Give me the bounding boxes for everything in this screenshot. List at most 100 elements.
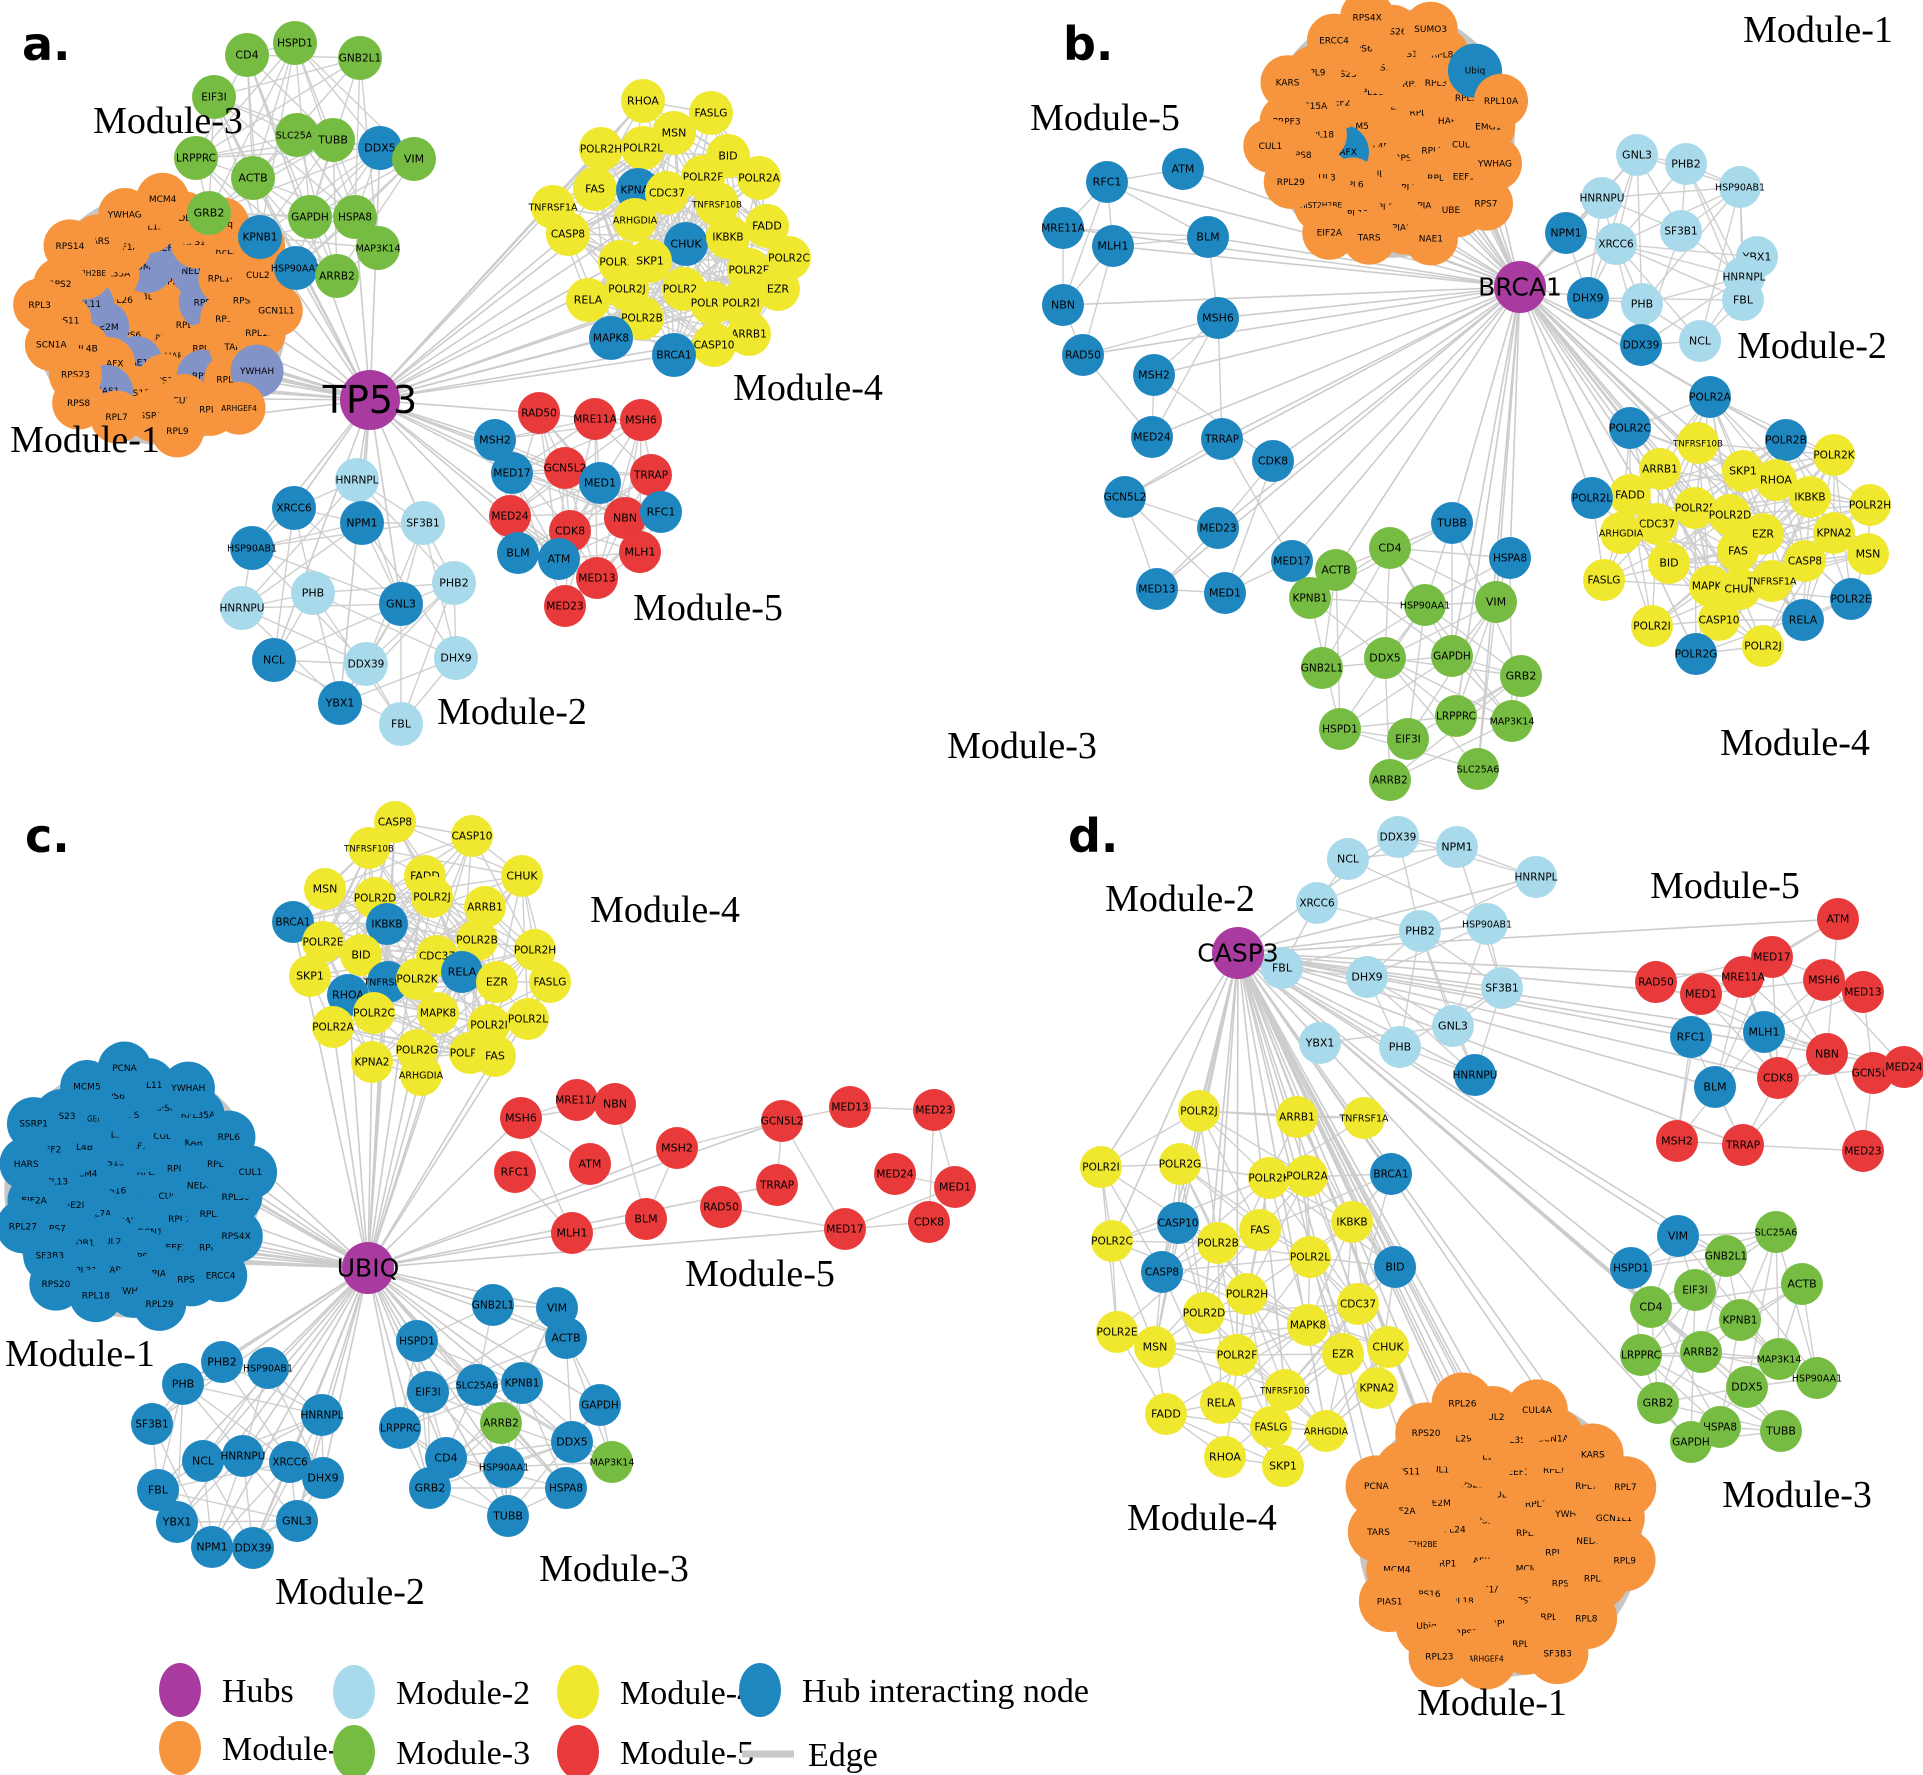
gene-node: DHX9 [1567, 277, 1609, 319]
svg-text:RPL14: RPL14 [1540, 1613, 1568, 1623]
gene-node: BLM [625, 1198, 667, 1240]
hub-edge [1112, 245, 1521, 288]
svg-text:KPNB1: KPNB1 [1723, 1315, 1758, 1327]
gene-node: ACTB [231, 156, 275, 200]
svg-text:CDK8: CDK8 [914, 1216, 944, 1229]
gene-node: MSH6 [500, 1097, 542, 1139]
svg-text:ARHGDIA: ARHGDIA [1599, 529, 1644, 540]
svg-text:HNRNPU: HNRNPU [221, 1451, 266, 1463]
svg-text:CASP8: CASP8 [1788, 556, 1822, 568]
svg-text:POLR2A: POLR2A [1286, 1171, 1328, 1183]
svg-text:MCM4: MCM4 [1383, 1566, 1411, 1576]
dense-module-cluster: UbiqRPS16RPL24NAE1RPS13CUL5RPL7AEEF1A2GC… [0, 1041, 278, 1331]
svg-text:DDX39: DDX39 [235, 1543, 272, 1555]
hub-edge [1237, 918, 1839, 954]
svg-text:Ubiq: Ubiq [1465, 67, 1486, 77]
svg-text:ARRB2: ARRB2 [1683, 1347, 1719, 1359]
gene-node: EZR [1322, 1333, 1364, 1375]
svg-text:GNB2L1: GNB2L1 [1301, 663, 1343, 675]
edge [312, 582, 455, 594]
svg-text:SCN1A: SCN1A [36, 341, 67, 351]
gene-node: FBL [137, 1469, 179, 1511]
svg-text:MED17: MED17 [493, 468, 530, 480]
svg-text:MSH2: MSH2 [479, 434, 511, 447]
gene-node: NBN [594, 1083, 636, 1125]
svg-text:HSP90AB1: HSP90AB1 [1715, 183, 1765, 194]
svg-text:HNRNPU: HNRNPU [1453, 1070, 1498, 1082]
edge [246, 54, 261, 238]
svg-text:RPL30: RPL30 [1545, 1548, 1573, 1558]
gene-node: MED23 [1842, 1130, 1884, 1172]
gene-node: POLR2F [1216, 1334, 1258, 1376]
svg-text:EZR: EZR [767, 283, 789, 296]
hub-edge [1519, 286, 1593, 499]
gene-node: CDC37 [1337, 1283, 1379, 1325]
gene-node: SKP1 [1262, 1445, 1304, 1487]
svg-text:SF3B1: SF3B1 [1664, 226, 1697, 238]
svg-text:RPL8: RPL8 [199, 405, 222, 415]
svg-text:KARS: KARS [185, 1139, 209, 1149]
gene-node: KPNB1 [501, 1362, 543, 1404]
gene-node: MAPK8 [1287, 1304, 1329, 1346]
svg-text:RPL35A: RPL35A [96, 270, 131, 280]
svg-text:MED1: MED1 [1209, 587, 1241, 600]
module-cluster-module-2: DDX39 NPM1 NCL HNRNPL XRCC6 PHB2 HSP90AB1 FBL DH… [1261, 816, 1558, 1096]
svg-text:RPL13: RPL13 [1543, 1466, 1571, 1476]
edge [400, 582, 455, 725]
svg-text:RPL21: RPL21 [215, 247, 243, 257]
svg-text:RPS8: RPS8 [152, 1104, 175, 1114]
module-cluster-module-5: ATM MED17 RAD50 MRE11A MSH6 MED13 MED1 RFC1 MLH1… [1635, 898, 1923, 1172]
svg-text:RPL21: RPL21 [1512, 1640, 1540, 1650]
svg-text:RPS3: RPS3 [122, 1111, 145, 1121]
svg-text:RPS8: RPS8 [1289, 151, 1312, 161]
svg-text:BID: BID [351, 949, 370, 962]
svg-text:ARHGDIA: ARHGDIA [613, 216, 658, 227]
gene-node: DHX9 [434, 636, 478, 680]
svg-text:NEDD8: NEDD8 [1576, 1537, 1608, 1547]
hub-edge [1237, 952, 1744, 1146]
gene-node: MRE11A [573, 398, 618, 440]
svg-text:POLR2B: POLR2B [456, 935, 498, 947]
svg-text:GRB2: GRB2 [1643, 1397, 1674, 1410]
edge [1062, 227, 1209, 238]
svg-text:TARS: TARS [223, 343, 247, 353]
svg-text:RPS15A: RPS15A [1292, 102, 1328, 112]
svg-text:CUL1: CUL1 [239, 1168, 263, 1178]
edge [354, 57, 361, 218]
svg-text:RPS4X: RPS4X [221, 1232, 250, 1242]
svg-text:TRRAP: TRRAP [1725, 1140, 1760, 1152]
svg-text:RPL26: RPL26 [1448, 1399, 1476, 1409]
svg-text:MAP3K14: MAP3K14 [1757, 1355, 1802, 1366]
svg-text:RPS3: RPS3 [215, 315, 238, 325]
module-label: Module-2 [1737, 325, 1887, 367]
svg-text:POLR2L: POLR2L [623, 143, 663, 155]
edge [176, 1383, 184, 1523]
svg-text:SKP1: SKP1 [1269, 1460, 1297, 1473]
svg-text:DHX9: DHX9 [1572, 292, 1603, 305]
svg-text:RPL11: RPL11 [73, 300, 101, 310]
gene-node: PCNA [97, 1041, 152, 1095]
svg-text:POLR2A: POLR2A [312, 1022, 354, 1034]
svg-text:RPL10A: RPL10A [208, 274, 243, 284]
svg-text:PRPF3: PRPF3 [1273, 118, 1301, 128]
edge [399, 1382, 523, 1429]
svg-text:ARRB2: ARRB2 [319, 271, 355, 283]
svg-text:GCN1L1: GCN1L1 [1596, 1514, 1632, 1524]
svg-text:RPL30: RPL30 [1455, 94, 1483, 104]
svg-text:GNB2L1: GNB2L1 [339, 53, 381, 65]
gene-node: POLR2F [1674, 487, 1716, 529]
edge [1124, 496, 1226, 594]
svg-text:MED23: MED23 [1844, 1146, 1881, 1158]
gene-node: MED23 [544, 585, 586, 627]
edge [1775, 1231, 1780, 1360]
svg-text:FBL: FBL [1272, 962, 1293, 975]
gene-node: ARRB1 [1276, 1096, 1318, 1138]
svg-text:MRE11A: MRE11A [1041, 223, 1085, 235]
svg-text:RPS23: RPS23 [1455, 1481, 1484, 1491]
hub-edge [242, 1267, 369, 1457]
gene-node: POLR2G [1675, 633, 1717, 675]
gene-node: RPL9 [1593, 1529, 1656, 1592]
module-label: Module-3 [947, 725, 1097, 767]
gene-node: SF3B1 [1660, 210, 1702, 252]
svg-text:RPS11: RPS11 [1395, 50, 1424, 60]
